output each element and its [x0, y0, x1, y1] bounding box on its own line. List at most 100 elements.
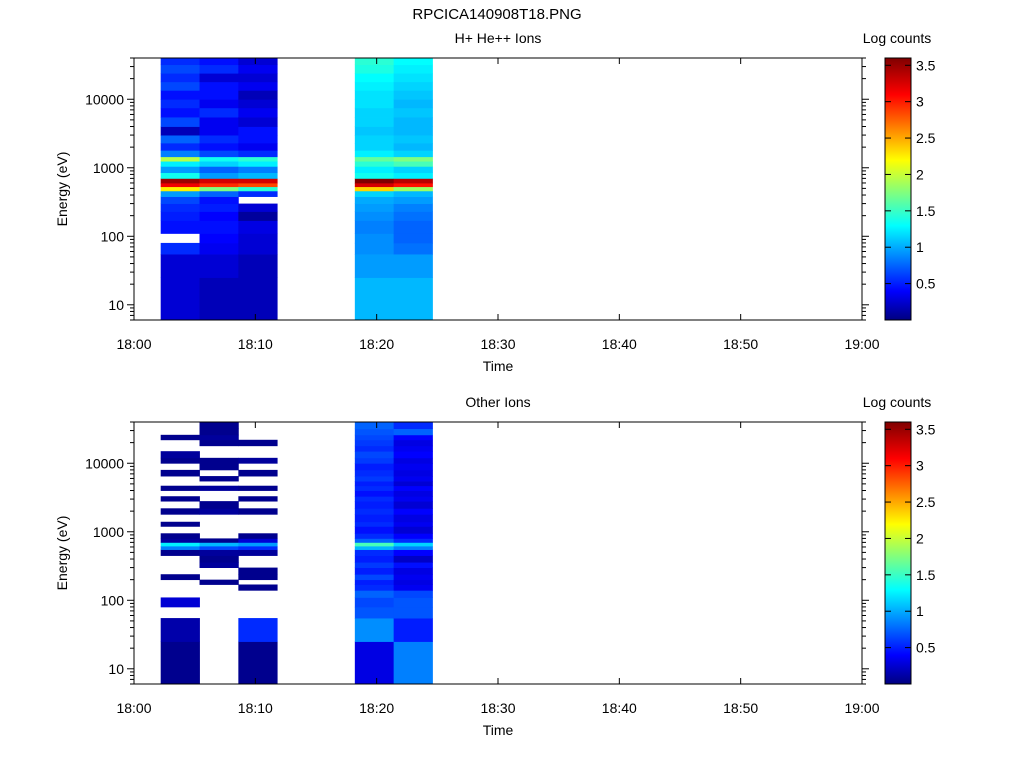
- heatmap-cell: [199, 81, 239, 91]
- heatmap-cell: [160, 434, 200, 441]
- heatmap-cell: [354, 126, 395, 136]
- heatmap-cell: [238, 99, 278, 109]
- heatmap-cell: [238, 533, 278, 539]
- heatmap-cell: [238, 203, 278, 212]
- heatmap-cell: [238, 161, 278, 167]
- heatmap-cell: [393, 579, 433, 585]
- heatmap-cell: [160, 190, 200, 197]
- heatmap-cell: [199, 203, 239, 212]
- colorbar-tick-label: 3: [916, 94, 924, 110]
- heatmap-cell: [393, 463, 433, 471]
- heatmap-cell: [199, 434, 239, 441]
- heatmap-cell: [160, 107, 200, 118]
- heatmap-cell: [160, 254, 200, 278]
- heatmap-cell: [354, 150, 395, 158]
- heatmap-cell: [354, 107, 395, 118]
- x-axis-label: Time: [483, 722, 514, 738]
- heatmap-cell: [160, 618, 200, 642]
- heatmap-cell: [393, 64, 433, 74]
- colorbar-tick-label: 3.5: [916, 57, 936, 73]
- heatmap-cell: [199, 485, 239, 491]
- colorbar-tick-label: 2.5: [916, 494, 936, 510]
- heatmap-cell: [199, 233, 239, 244]
- heatmap-cell: [238, 233, 278, 244]
- heatmap-cell: [199, 463, 239, 471]
- heatmap-cell: [354, 618, 395, 642]
- heatmap-cell: [199, 161, 239, 167]
- heatmap-cell: [354, 156, 395, 162]
- heatmap-cell: [354, 445, 395, 452]
- heatmap-cell: [354, 172, 395, 179]
- x-tick-label: 19:00: [844, 700, 879, 716]
- x-tick-label: 18:30: [480, 336, 515, 352]
- x-tick-label: 18:30: [480, 700, 515, 716]
- colorbar-tick-label: 2.5: [916, 130, 936, 146]
- heatmap-cell: [354, 501, 395, 509]
- y-axis-label: Energy (eV): [54, 152, 70, 227]
- heatmap-cell: [393, 618, 433, 642]
- heatmap-cell: [393, 117, 433, 127]
- x-tick-label: 18:00: [116, 700, 151, 716]
- heatmap-cell: [354, 142, 395, 151]
- heatmap-cell: [160, 485, 200, 491]
- heatmap-cell: [354, 422, 395, 430]
- heatmap-cell: [393, 476, 433, 482]
- heatmap-cell: [393, 178, 433, 184]
- colorbar-tick-label: 1.5: [916, 203, 936, 219]
- heatmap-cell: [393, 555, 433, 563]
- heatmap-cell: [354, 254, 395, 278]
- heatmap-cell: [354, 277, 395, 321]
- panel-2: 18:00 18:10 18:20 18:30 18:40 18:50 19:00 10 100…: [54, 394, 936, 738]
- heatmap-cell: [393, 485, 433, 491]
- heatmap-cell: [160, 196, 200, 204]
- heatmap-cell: [393, 445, 433, 452]
- heatmap-cell: [160, 597, 200, 608]
- heatmap-cells: [160, 422, 433, 685]
- heatmap-cell: [238, 172, 278, 179]
- colorbar-gradient: [884, 57, 912, 321]
- heatmap-cell: [160, 73, 200, 83]
- y-tick-label: 1000: [93, 524, 124, 540]
- heatmap-cell: [393, 434, 433, 441]
- heatmap-cell: [199, 150, 239, 158]
- heatmap-cell: [393, 562, 433, 568]
- heatmap-cell: [393, 233, 433, 244]
- heatmap-cell: [199, 196, 239, 204]
- heatmap-cell: [160, 90, 200, 100]
- heatmap-cell: [393, 521, 433, 527]
- heatmap-cell: [354, 73, 395, 83]
- heatmap-cell: [393, 584, 433, 591]
- x-tick-label: 18:20: [359, 336, 394, 352]
- heatmap-cell: [238, 277, 278, 321]
- heatmap-cell: [354, 203, 395, 212]
- heatmap-cell: [393, 242, 433, 255]
- panel-title: Other Ions: [465, 394, 530, 410]
- heatmap-cell: [354, 161, 395, 167]
- heatmap-cell: [160, 203, 200, 212]
- heatmap-cell: [238, 618, 278, 642]
- heatmap-cell: [354, 597, 395, 608]
- heatmap-cell: [393, 190, 433, 197]
- heatmap-cell: [238, 641, 278, 685]
- heatmap-cell: [160, 220, 200, 234]
- heatmap-cell: [238, 178, 278, 184]
- heatmap-cell: [393, 156, 433, 162]
- heatmap-cell: [354, 90, 395, 100]
- heatmap-cell: [354, 476, 395, 482]
- heatmap-cell: [238, 457, 278, 464]
- heatmap-cell: [238, 58, 278, 66]
- heatmap-cell: [199, 186, 239, 192]
- heatmap-cell: [393, 126, 433, 136]
- heatmap-cell: [160, 186, 200, 192]
- heatmap-cell: [199, 501, 239, 509]
- colorbar: 0.5 1 1.5 2 2.5 3 3.5 Log counts: [863, 394, 936, 685]
- heatmap-cell: [199, 64, 239, 74]
- heatmap-cell: [160, 508, 200, 515]
- heatmap-cell: [354, 538, 395, 543]
- heatmap-cell: [393, 538, 433, 543]
- heatmap-cell: [393, 549, 433, 556]
- heatmap-cell: [393, 161, 433, 167]
- heatmap-cell: [393, 135, 433, 144]
- heatmap-cell: [393, 58, 433, 66]
- y-tick-label: 10: [108, 297, 124, 313]
